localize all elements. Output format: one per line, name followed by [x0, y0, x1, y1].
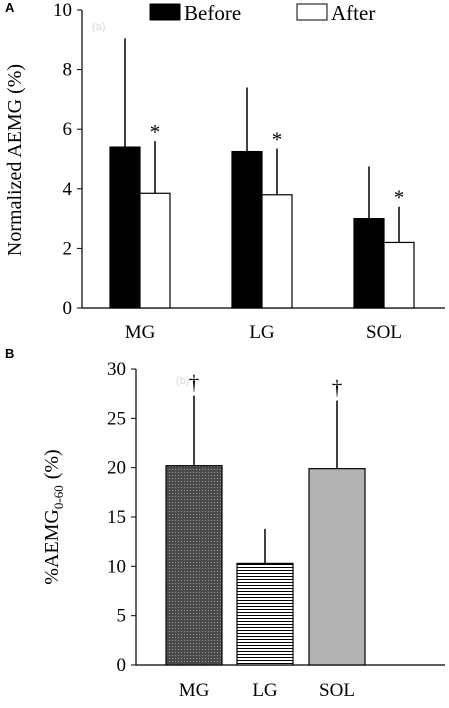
panel-b-y-ticks: 0 5 10 15 20 25 30 — [107, 359, 136, 676]
panel-b-y-axis-label: %AEMG0-60 (%) — [41, 449, 66, 584]
significance-marker-lg: * — [272, 128, 283, 152]
panel-b-y-tick-label: 0 — [117, 655, 127, 676]
panel-b-y-label-main: %AEMG — [41, 509, 63, 585]
panel-a-category-mg: MG — [125, 322, 156, 343]
panel-a-y-tick-label: 2 — [63, 238, 73, 259]
legend-swatch-after — [296, 3, 328, 21]
panel-b-y-tick-label: 10 — [107, 556, 126, 577]
panel-b-error-bars: † † — [189, 371, 343, 564]
significance-marker-mg: * — [150, 120, 161, 144]
bar-after-lg — [261, 194, 293, 309]
panel-a-faint-tag: (a) — [92, 21, 105, 33]
panel-b-y-tick-label: 25 — [107, 408, 126, 429]
panel-a-category-lg: LG — [249, 322, 275, 343]
panel-b-category-sol: SOL — [319, 680, 355, 701]
panel-b-y-label-subscript: 0-60 — [51, 485, 66, 509]
panel-a-category-sol: SOL — [366, 322, 402, 343]
bar-after-sol — [383, 241, 415, 309]
bar-before-mg — [109, 146, 141, 309]
panel-a-y-tick-label: 4 — [63, 179, 73, 200]
panel-b-category-labels: MG LG SOL — [179, 680, 355, 701]
panel-b-label: B — [5, 346, 14, 361]
bar-before-lg — [231, 150, 263, 309]
panel-a-y-tick-label: 8 — [63, 60, 73, 81]
bar-after-mg — [139, 192, 171, 309]
bar-before-sol — [353, 218, 385, 309]
bar-sol — [308, 468, 366, 666]
significance-marker-sol: * — [394, 186, 405, 210]
panel-a-y-tick-label: 6 — [63, 119, 73, 140]
panel-a-y-ticks: 0 2 4 6 8 10 — [53, 0, 82, 319]
panel-a-y-tick-label: 10 — [53, 0, 72, 21]
panel-b-y-tick-label: 15 — [107, 507, 126, 528]
panel-a-bars — [109, 146, 415, 309]
significance-marker-mg: † — [189, 371, 200, 395]
panel-a: A (a) Normalized AEMG (%) Before After 0… — [4, 0, 445, 343]
panel-b-y-tick-label: 20 — [107, 458, 126, 479]
panel-a-label: A — [5, 0, 15, 15]
panel-a-y-axis-label: Normalized AEMG (%) — [4, 64, 26, 256]
legend-label-after: After — [331, 1, 375, 25]
panel-b-y-tick-label: 30 — [107, 359, 126, 380]
panel-b-category-lg: LG — [252, 680, 278, 701]
bar-mg — [165, 465, 223, 666]
legend-label-before: Before — [184, 1, 241, 25]
panel-b-faint-tag: (b) — [176, 375, 189, 387]
legend-swatch-before — [149, 3, 181, 21]
panel-b-y-label-unit: (%) — [41, 449, 63, 479]
panel-a-y-tick-label: 0 — [63, 298, 73, 319]
bar-lg — [236, 562, 294, 666]
panel-a-legend: Before After — [149, 1, 375, 25]
panel-b-y-tick-label: 5 — [117, 606, 127, 627]
panel-a-error-bars: * * * — [124, 38, 405, 243]
panel-a-category-labels: MG LG SOL — [125, 322, 402, 343]
significance-marker-sol: † — [332, 376, 343, 400]
panel-b-category-mg: MG — [179, 680, 210, 701]
panel-b-bars — [165, 465, 366, 666]
